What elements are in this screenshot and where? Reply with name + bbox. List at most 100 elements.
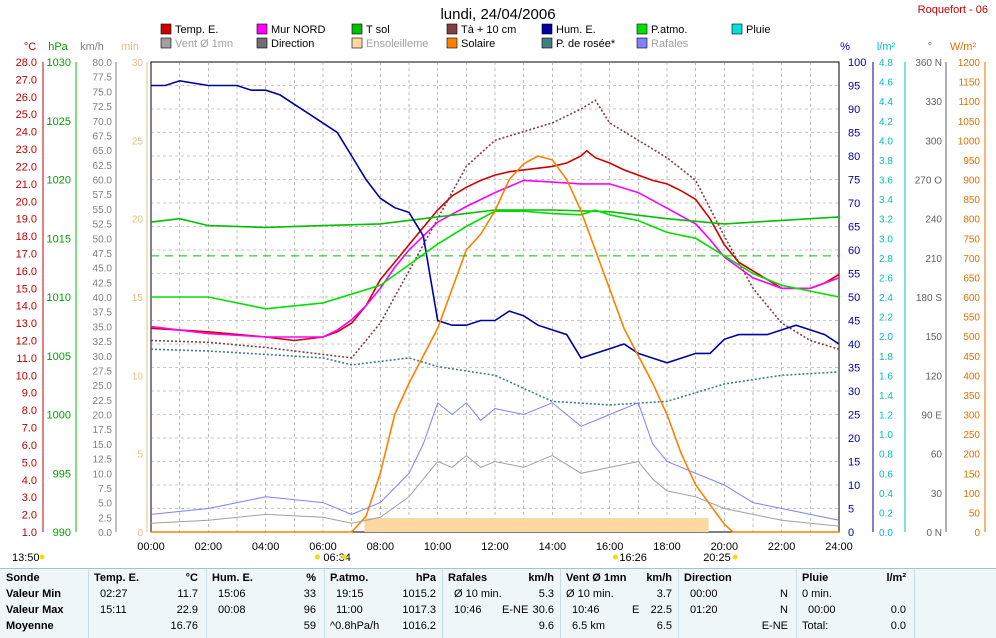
legend-swatch-10 (446, 37, 458, 49)
pct-axis-tick: 85 (848, 128, 860, 140)
sunshine-band (364, 518, 709, 532)
vent-avg10-value: 3.7 (656, 588, 672, 600)
legend-swatch-1 (256, 23, 268, 35)
unit-label: km/h (80, 41, 104, 53)
patmo-min-value: 1015.2 (402, 588, 436, 600)
axis-units: °C hPa km/h min% l/m² ° W/m² (24, 41, 977, 53)
col-vent-unit: km/h (646, 572, 672, 584)
temp-axis-tick: 9.0 (22, 388, 37, 400)
lm2-axis-tick: 4.2 (879, 117, 893, 128)
marker-sunset: 20:25 (703, 552, 731, 564)
vent-avg-value: 6.5 (656, 620, 672, 632)
unit-label: ° (928, 41, 932, 53)
x-axis-tick: 20:00 (711, 541, 739, 553)
axes: 28.0 27.0 26.0 25.0 24.0 23.0 22.0 21.0 20.0 19.0… (16, 57, 986, 553)
kmh-axis-tick: 77.5 (93, 73, 113, 84)
legend-swatch-6 (731, 23, 743, 35)
pct-axis-tick: 35 (848, 363, 860, 375)
sun-marker-dot (341, 554, 347, 560)
legend-label-0: Temp. E. (175, 24, 218, 36)
kmh-axis-tick: 0.0 (98, 528, 112, 539)
dir-min-value: N (780, 588, 788, 600)
lm2-axis-tick: 0.2 (879, 508, 893, 519)
pct-axis-tick: 60 (848, 245, 860, 257)
station-name: Roquefort - 06 (917, 4, 988, 16)
rafales-max-value: 30.6 (532, 604, 554, 616)
min-axis-tick: 25 (132, 136, 144, 147)
x-axis-tick: 22:00 (768, 541, 796, 553)
series-line-7 (151, 155, 839, 533)
temp-axis-tick: 3.0 (22, 492, 37, 504)
lm2-axis-tick: 3.6 (879, 176, 893, 187)
wm2-axis-tick: 650 (963, 273, 980, 284)
temp-axis-tick: 6.0 (22, 440, 37, 452)
temp-axis-tick: 15.0 (16, 283, 37, 295)
wm2-axis-tick: 600 (963, 293, 980, 304)
lm2-axis-tick: 0.8 (879, 450, 893, 461)
hpa-axis-tick: 990 (53, 527, 71, 539)
lm2-axis-tick: 4.0 (879, 136, 893, 147)
lm2-axis-tick: 1.4 (879, 391, 893, 402)
deg-axis-tick: 60 (931, 450, 943, 461)
kmh-axis-tick: 55.0 (93, 205, 113, 216)
dir-avg-value: E-NE (761, 620, 788, 632)
deg-axis-tick: 120 (925, 371, 942, 382)
legend-swatch-8 (256, 37, 268, 49)
lm2-axis-tick: 0.4 (879, 489, 893, 500)
kmh-axis-tick: 52.5 (93, 220, 113, 231)
temp-min-value: 11.7 (177, 588, 198, 600)
legend-label-11: P. de rosée* (556, 38, 616, 50)
legend-swatch-2 (351, 23, 363, 35)
kmh-axis-tick: 45.0 (93, 264, 113, 275)
temp-axis-tick: 16.0 (16, 266, 37, 278)
col-patmo-header: P.atmo. (330, 572, 369, 584)
unit-label: hPa (48, 41, 68, 53)
temp-axis-tick: 12.0 (16, 336, 37, 348)
pct-axis-tick: 10 (848, 480, 860, 492)
rafales-avg10-value: 5.3 (538, 588, 554, 600)
kmh-axis-tick: 5.0 (98, 499, 112, 510)
x-axis-tick: 04:00 (252, 541, 280, 553)
pluie-max-value: 0.0 (890, 604, 906, 616)
kmh-axis-tick: 15.0 (93, 440, 113, 451)
temp-axis-tick: 14.0 (16, 301, 37, 313)
dir-min-time: 00:00 (690, 588, 718, 600)
wm2-axis-tick: 400 (963, 371, 980, 382)
pct-axis-tick: 20 (848, 433, 860, 445)
deg-axis-tick: 270 O (915, 176, 942, 187)
series-line-9 (150, 454, 840, 527)
temp-axis-tick: 21.0 (16, 179, 37, 191)
wm2-axis-tick: 900 (963, 176, 980, 187)
wm2-axis-tick: 150 (963, 469, 980, 480)
lm2-axis-tick: 3.4 (879, 195, 893, 206)
sun-marker-dot (612, 554, 618, 560)
pct-axis-tick: 15 (848, 457, 860, 469)
lm2-axis-tick: 2.8 (879, 254, 893, 265)
deg-axis-tick: 360 N (915, 58, 942, 69)
col-rafales-unit: km/h (528, 572, 554, 584)
col-sonde: Sonde Valeur Min Valeur Max Moyenne (0, 569, 89, 638)
legend-label-8: Direction (271, 38, 314, 50)
x-axis-tick: 18:00 (653, 541, 681, 553)
temp-max-value: 22.9 (176, 604, 198, 616)
pct-axis-tick: 70 (848, 198, 860, 210)
hpa-axis-tick: 1005 (47, 351, 71, 363)
col-temp: Temp. E. °C 02:27 11.7 15:11 22.9 16.76 (88, 569, 207, 638)
vent-avg10-label: Ø 10 min. (566, 588, 614, 600)
hpa-axis-tick: 1015 (47, 233, 71, 245)
unit-label: l/m² (877, 41, 896, 53)
hpa-axis-tick: 1020 (47, 175, 71, 187)
kmh-axis-tick: 60.0 (93, 176, 113, 187)
unit-label: °C (24, 41, 36, 53)
lm2-axis-tick: 4.4 (879, 97, 893, 108)
kmh-axis-tick: 17.5 (93, 425, 113, 436)
pct-axis-tick: 90 (848, 104, 860, 116)
lm2-axis-tick: 2.4 (879, 293, 893, 304)
time-markers: 13:50 06:34 16:26 20:25 (12, 552, 738, 564)
temp-axis-tick: 19.0 (16, 214, 37, 226)
wm2-axis-tick: 250 (963, 430, 980, 441)
series-line-4 (151, 79, 840, 364)
temp-axis-tick: 22.0 (16, 161, 37, 173)
rafales-max-dir: E-NE (502, 604, 529, 616)
series-layer (150, 79, 840, 533)
